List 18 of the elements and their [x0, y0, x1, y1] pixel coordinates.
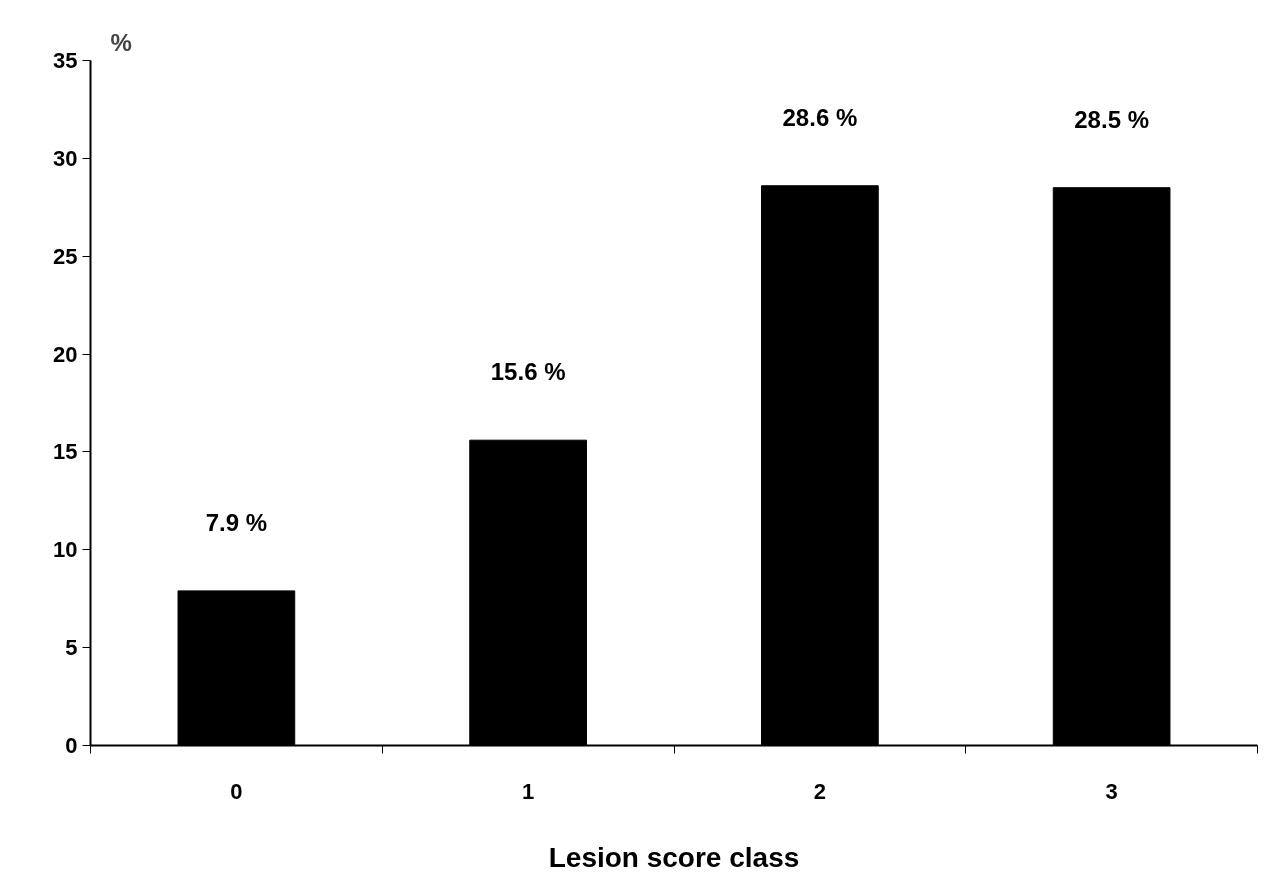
data-label: 15.6 %: [490, 358, 566, 386]
x-tick-label: 3: [1105, 778, 1118, 804]
y-tick-label: 0: [65, 733, 78, 758]
data-label: 7.9 %: [205, 508, 268, 536]
y-axis-title: %: [110, 28, 132, 56]
x-axis-title: Lesion score class: [548, 841, 800, 873]
y-tick-label: 10: [53, 537, 78, 563]
data-label: 28.5 %: [1074, 105, 1149, 133]
y-tick-label: 20: [53, 341, 78, 367]
x-tick-label: 0: [230, 778, 243, 804]
x-tick-label: 2: [813, 778, 827, 804]
y-tick-label: 25: [53, 243, 78, 269]
data-label: 28.6 %: [782, 103, 858, 131]
y-tick-label: 35: [53, 48, 78, 73]
y-tick-label: 30: [53, 145, 78, 171]
y-tick-label: 5: [65, 635, 78, 661]
x-tick-label: 1: [522, 778, 535, 804]
y-tick-label: 15: [53, 439, 78, 465]
